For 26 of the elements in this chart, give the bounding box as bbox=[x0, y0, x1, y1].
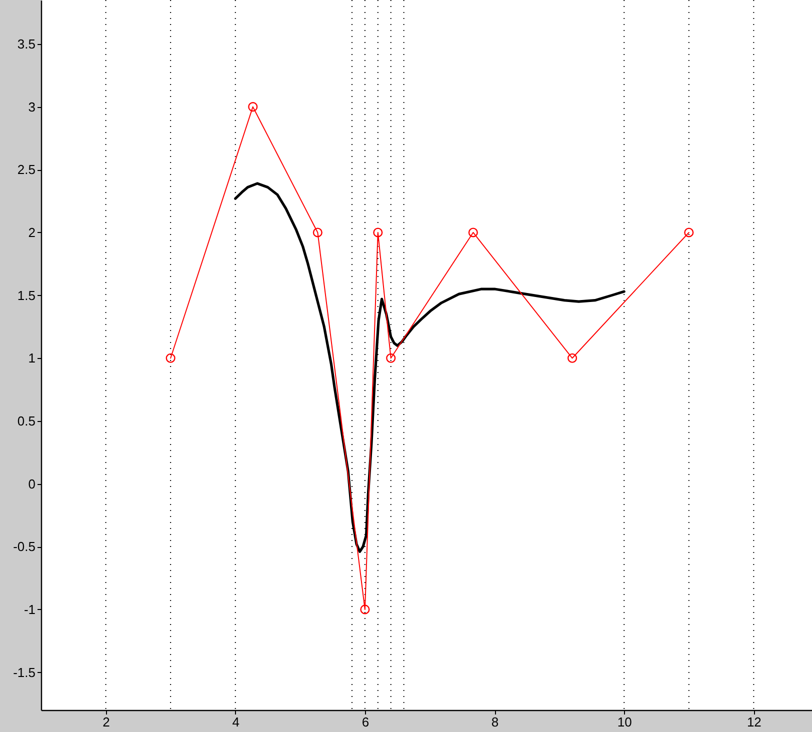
point bbox=[360, 604, 370, 614]
y-tick-label: 0.5 bbox=[17, 413, 36, 428]
y-tick-label: -0.5 bbox=[13, 539, 36, 554]
point bbox=[386, 353, 396, 363]
point bbox=[373, 228, 383, 238]
y-tick-label: 3 bbox=[28, 99, 36, 114]
y-tick-label: 0 bbox=[28, 476, 36, 492]
x-tick-label: 6 bbox=[362, 714, 370, 730]
x-tick-label: 2 bbox=[102, 714, 110, 730]
point bbox=[684, 228, 694, 238]
point bbox=[248, 102, 258, 112]
y-tick-label: 1 bbox=[28, 350, 36, 366]
x-tick-label: 4 bbox=[232, 714, 240, 730]
y-tick-label: -1.5 bbox=[13, 664, 36, 680]
x-tick-label: 8 bbox=[491, 714, 499, 730]
point bbox=[312, 228, 322, 238]
y-tick-label: 2 bbox=[28, 224, 36, 240]
y-tick-label: 3.5 bbox=[17, 36, 36, 52]
x-tick-label: 12 bbox=[746, 714, 762, 730]
point bbox=[166, 353, 176, 363]
y-tick-label: -1 bbox=[24, 602, 36, 617]
point bbox=[567, 353, 578, 363]
y-tick-label: 1.5 bbox=[17, 288, 36, 303]
x-tick-label: 10 bbox=[617, 714, 632, 730]
point bbox=[468, 228, 478, 238]
y-tick-label: 2.5 bbox=[17, 162, 36, 178]
